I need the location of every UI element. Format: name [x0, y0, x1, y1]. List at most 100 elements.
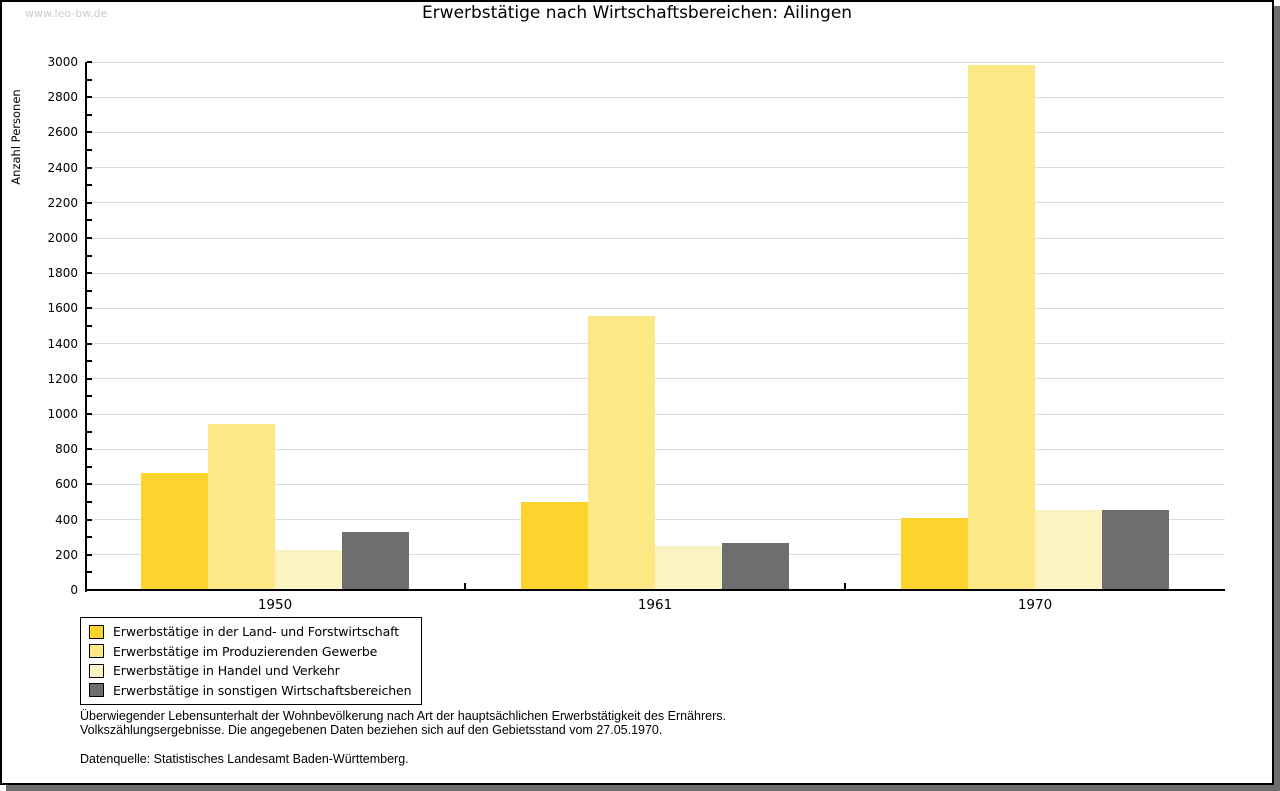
bar-1961-series4 [722, 543, 789, 590]
y-tick-mark [87, 360, 92, 363]
y-tick-label: 0 [70, 583, 78, 597]
bar-1970-series4 [1102, 509, 1169, 590]
legend-box: Erwerbstätige in der Land- und Forstwirt… [80, 617, 423, 705]
y-gridline [87, 61, 1225, 63]
bar-1961-series1 [521, 502, 588, 590]
y-tick-mark [87, 78, 92, 81]
y-gridline [87, 96, 1225, 98]
y-tick-mark [87, 237, 92, 239]
y-gridline [87, 307, 1225, 309]
footer-note-line2: Volkszählungsergebnisse. Die angegebenen… [80, 723, 663, 737]
y-tick-label: 1400 [47, 336, 78, 351]
y-tick-mark [87, 96, 92, 99]
y-tick-label: 1000 [47, 407, 78, 421]
y-tick-mark [87, 166, 92, 169]
y-tick-mark [87, 342, 92, 345]
y-gridline [87, 167, 1225, 169]
y-tick-mark [87, 131, 92, 134]
legend-item: Erwerbstätige in sonstigen Wirtschaftsbe… [89, 681, 412, 701]
y-gridline [87, 202, 1225, 204]
bar-1950-series2 [208, 423, 275, 590]
x-tick-mark [844, 583, 846, 589]
y-tick-mark [87, 307, 92, 310]
y-gridline [87, 519, 1225, 521]
y-tick-mark [87, 465, 92, 468]
bar-1970-series2 [968, 64, 1035, 590]
y-tick-mark [87, 448, 92, 451]
y-gridline [87, 483, 1225, 485]
y-gridline [87, 448, 1225, 450]
y-tick-label: 2200 [47, 195, 78, 210]
y-tick-mark [87, 518, 92, 521]
y-gridline [87, 343, 1225, 345]
y-axis-label: Anzahl Personen [9, 89, 23, 185]
y-tick-mark [87, 483, 92, 486]
bar-1961-series2 [588, 316, 655, 590]
y-tick-label: 2800 [47, 90, 78, 105]
bar-1970-series3 [1035, 509, 1102, 590]
y-tick-mark [87, 201, 92, 204]
y-tick-mark [87, 501, 92, 503]
y-axis-line [85, 62, 87, 592]
y-gridline [87, 272, 1225, 274]
legend-label: Erwerbstätige in sonstigen Wirtschaftsbe… [113, 682, 412, 698]
watermark: www.leo-bw.de [25, 7, 108, 20]
y-tick-mark [87, 289, 92, 292]
legend-swatch [89, 663, 104, 678]
y-tick-mark [87, 536, 92, 539]
x-tick-mark [464, 583, 466, 589]
x-tick-label: 1950 [257, 597, 293, 613]
plot-area: 0 200 400 600 800 1000 1200 1400 1600 1800 2000 220… [47, 55, 1225, 613]
y-tick-label: 2000 [47, 231, 78, 245]
y-tick-label: 3000 [47, 55, 78, 69]
footer-note-line1: Überwiegender Lebensunterhalt der Wohnbe… [80, 709, 726, 723]
y-tick-mark [87, 395, 92, 398]
y-tick-mark [87, 325, 92, 327]
y-tick-mark [87, 377, 92, 380]
y-tick-mark [87, 219, 92, 222]
y-tick-mark [87, 553, 92, 556]
y-tick-label: 1200 [47, 371, 78, 386]
chart-title: Erwerbstätige nach Wirtschaftsbereichen:… [421, 3, 853, 23]
y-tick-label: 2600 [47, 125, 78, 140]
y-tick-mark [87, 571, 92, 574]
y-tick-label: 200 [55, 547, 78, 562]
x-axis-line [85, 589, 1225, 591]
bar-1950-series3 [275, 550, 342, 590]
bar-1970-series1 [901, 517, 968, 590]
y-tick-mark [87, 254, 92, 257]
bar-1950-series1 [141, 472, 208, 590]
y-tick-label: 1600 [47, 301, 78, 316]
y-tick-label: 600 [55, 477, 78, 492]
legend-item: Erwerbstätige im Produzierenden Gewerbe [89, 642, 411, 662]
bar-1950-series4 [342, 531, 409, 590]
y-tick-mark [87, 61, 92, 63]
legend-label: Erwerbstätige im Produzierenden Gewerbe [113, 643, 378, 659]
y-tick-label: 1800 [47, 266, 78, 281]
legend-item: Erwerbstätige in Handel und Verkehr [89, 661, 411, 681]
bar-1961-series3 [655, 546, 722, 590]
y-tick-label: 800 [55, 442, 78, 457]
y-tick-mark [87, 413, 92, 415]
footer-source: Datenquelle: Statistisches Landesamt Bad… [80, 752, 409, 766]
y-gridline [87, 378, 1225, 380]
x-tick-label: 1961 [637, 597, 673, 613]
x-tick-label: 1970 [1017, 597, 1053, 613]
y-tick-mark [87, 149, 92, 151]
legend-label: Erwerbstätige in der Land- und Forstwirt… [113, 624, 400, 640]
legend-swatch [89, 624, 104, 639]
legend-item: Erwerbstätige in der Land- und Forstwirt… [89, 622, 411, 642]
y-gridline [87, 413, 1225, 415]
y-gridline [87, 131, 1225, 133]
y-tick-mark [87, 184, 92, 187]
y-tick-label: 400 [55, 512, 78, 527]
y-tick-mark [87, 272, 92, 275]
y-tick-label: 2400 [47, 160, 78, 175]
y-tick-mark [87, 113, 92, 116]
legend-swatch [89, 683, 104, 698]
y-gridline [87, 237, 1225, 239]
legend-swatch [89, 644, 104, 659]
legend-label: Erwerbstätige in Handel und Verkehr [113, 663, 340, 679]
